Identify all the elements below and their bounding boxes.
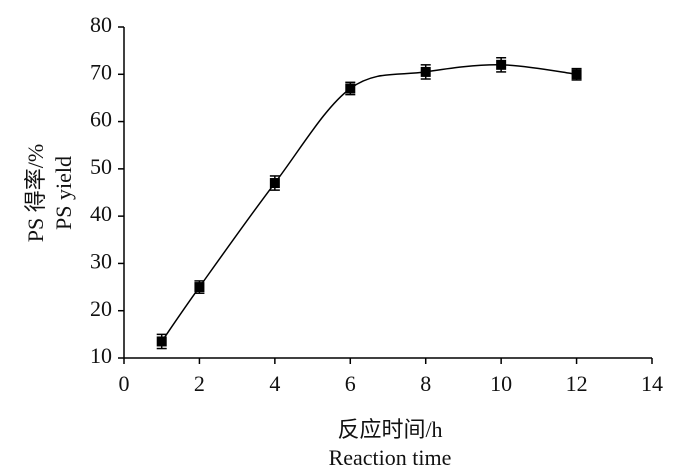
y-tick-label: 40 bbox=[90, 201, 112, 226]
y-tick-label: 70 bbox=[90, 59, 112, 84]
x-tick-label: 2 bbox=[194, 371, 205, 396]
y-axis-label: PS yield bbox=[51, 156, 76, 230]
point bbox=[156, 336, 167, 347]
x-tick-label: 0 bbox=[119, 371, 130, 396]
y-tick-label: 20 bbox=[90, 296, 112, 321]
x-axis-label: Reaction time bbox=[329, 445, 452, 470]
point bbox=[420, 66, 431, 77]
y-axis-label: PS 得率/% bbox=[23, 144, 48, 242]
x-axis-label: 反应时间/h bbox=[337, 417, 442, 442]
y-tick-label: 50 bbox=[90, 154, 112, 179]
fit-curve bbox=[161, 64, 577, 342]
point bbox=[269, 178, 280, 189]
x-tick-label: 6 bbox=[345, 371, 356, 396]
x-tick-label: 12 bbox=[566, 371, 588, 396]
x-tick-label: 4 bbox=[269, 371, 280, 396]
x-tick-label: 10 bbox=[490, 371, 512, 396]
y-tick-label: 10 bbox=[90, 343, 112, 368]
point bbox=[496, 59, 507, 70]
y-tick-label: 30 bbox=[90, 248, 112, 273]
y-tick-label: 60 bbox=[90, 107, 112, 132]
x-tick-label: 8 bbox=[420, 371, 431, 396]
point bbox=[571, 69, 582, 80]
point bbox=[345, 83, 356, 94]
point bbox=[194, 282, 205, 293]
x-tick-label: 14 bbox=[641, 371, 663, 396]
y-tick-label: 80 bbox=[90, 12, 112, 37]
